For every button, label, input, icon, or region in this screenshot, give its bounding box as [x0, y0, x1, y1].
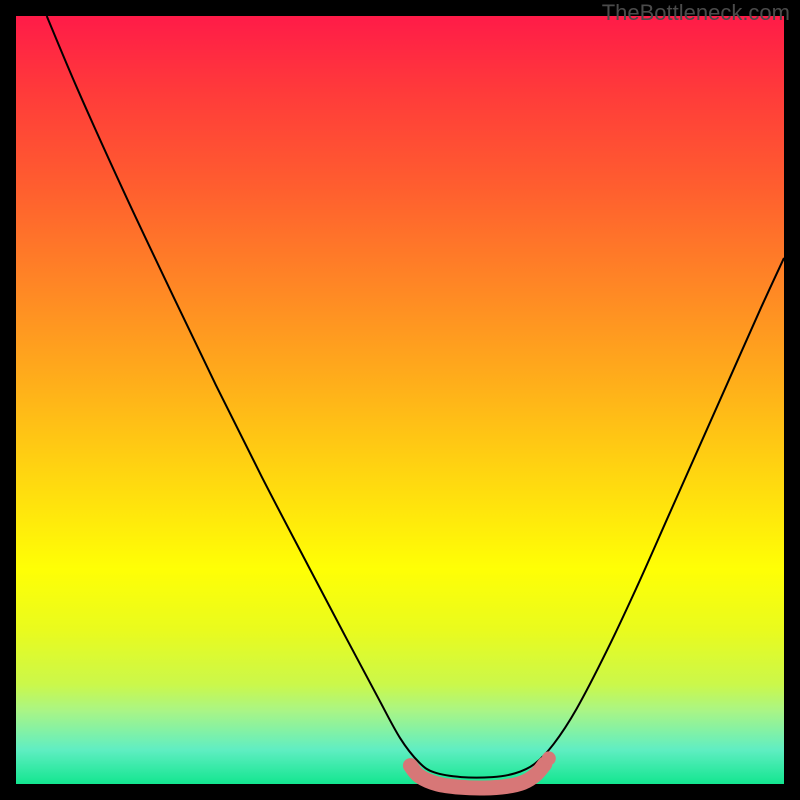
- plot-background: [16, 16, 784, 784]
- bottleneck-chart: [0, 0, 800, 800]
- frame-right: [784, 0, 800, 800]
- chart-root: TheBottleneck.com: [0, 0, 800, 800]
- frame-top: [0, 0, 800, 16]
- worm-head-dot: [542, 751, 556, 765]
- frame-left: [0, 0, 16, 800]
- frame-bottom: [0, 784, 800, 800]
